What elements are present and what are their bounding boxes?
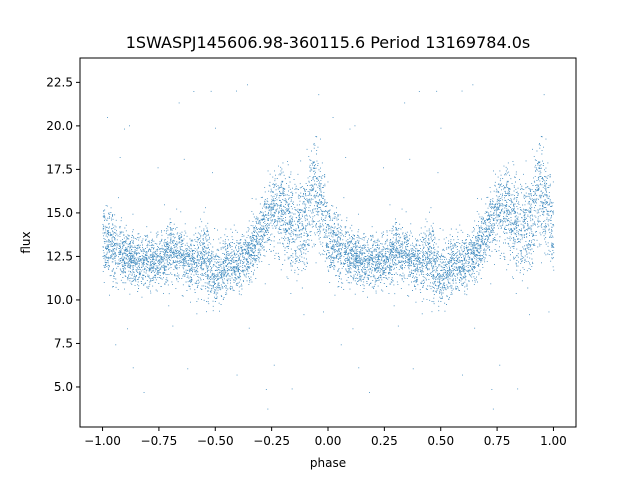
x-tick-label: 1.00	[540, 434, 567, 448]
scatter-points	[102, 84, 555, 410]
x-tick-label: −0.75	[141, 434, 178, 448]
y-tick-label: 7.5	[54, 336, 73, 350]
x-tick-label: 0.50	[427, 434, 454, 448]
x-axis-label: phase	[310, 456, 346, 470]
y-tick-label: 15.0	[46, 206, 73, 220]
x-axis: −1.00 −0.75 −0.50 −0.25 0.00 0.25 0.50 0.75 1.00	[84, 427, 567, 448]
x-tick-label: −0.25	[253, 434, 290, 448]
x-tick-label: 0.75	[484, 434, 511, 448]
x-tick-label: −1.00	[84, 434, 121, 448]
y-tick-label: 17.5	[46, 162, 73, 176]
x-tick-label: 0.25	[371, 434, 398, 448]
y-axis: 5.0 7.5 10.0 12.5 15.0 17.5 20.0 22.5	[46, 75, 80, 394]
plot-frame	[79, 57, 577, 428]
y-tick-label: 22.5	[46, 75, 73, 89]
chart-title: 1SWASPJ145606.98-360115.6 Period 1316978…	[126, 33, 531, 52]
x-tick-label: −0.50	[197, 434, 234, 448]
y-tick-label: 12.5	[46, 249, 73, 263]
y-tick-label: 5.0	[54, 380, 73, 394]
y-tick-label: 10.0	[46, 293, 73, 307]
flux-points	[102, 84, 555, 410]
y-axis-label: flux	[19, 231, 33, 253]
y-tick-label: 20.0	[46, 119, 73, 133]
x-tick-label: 0.00	[315, 434, 342, 448]
